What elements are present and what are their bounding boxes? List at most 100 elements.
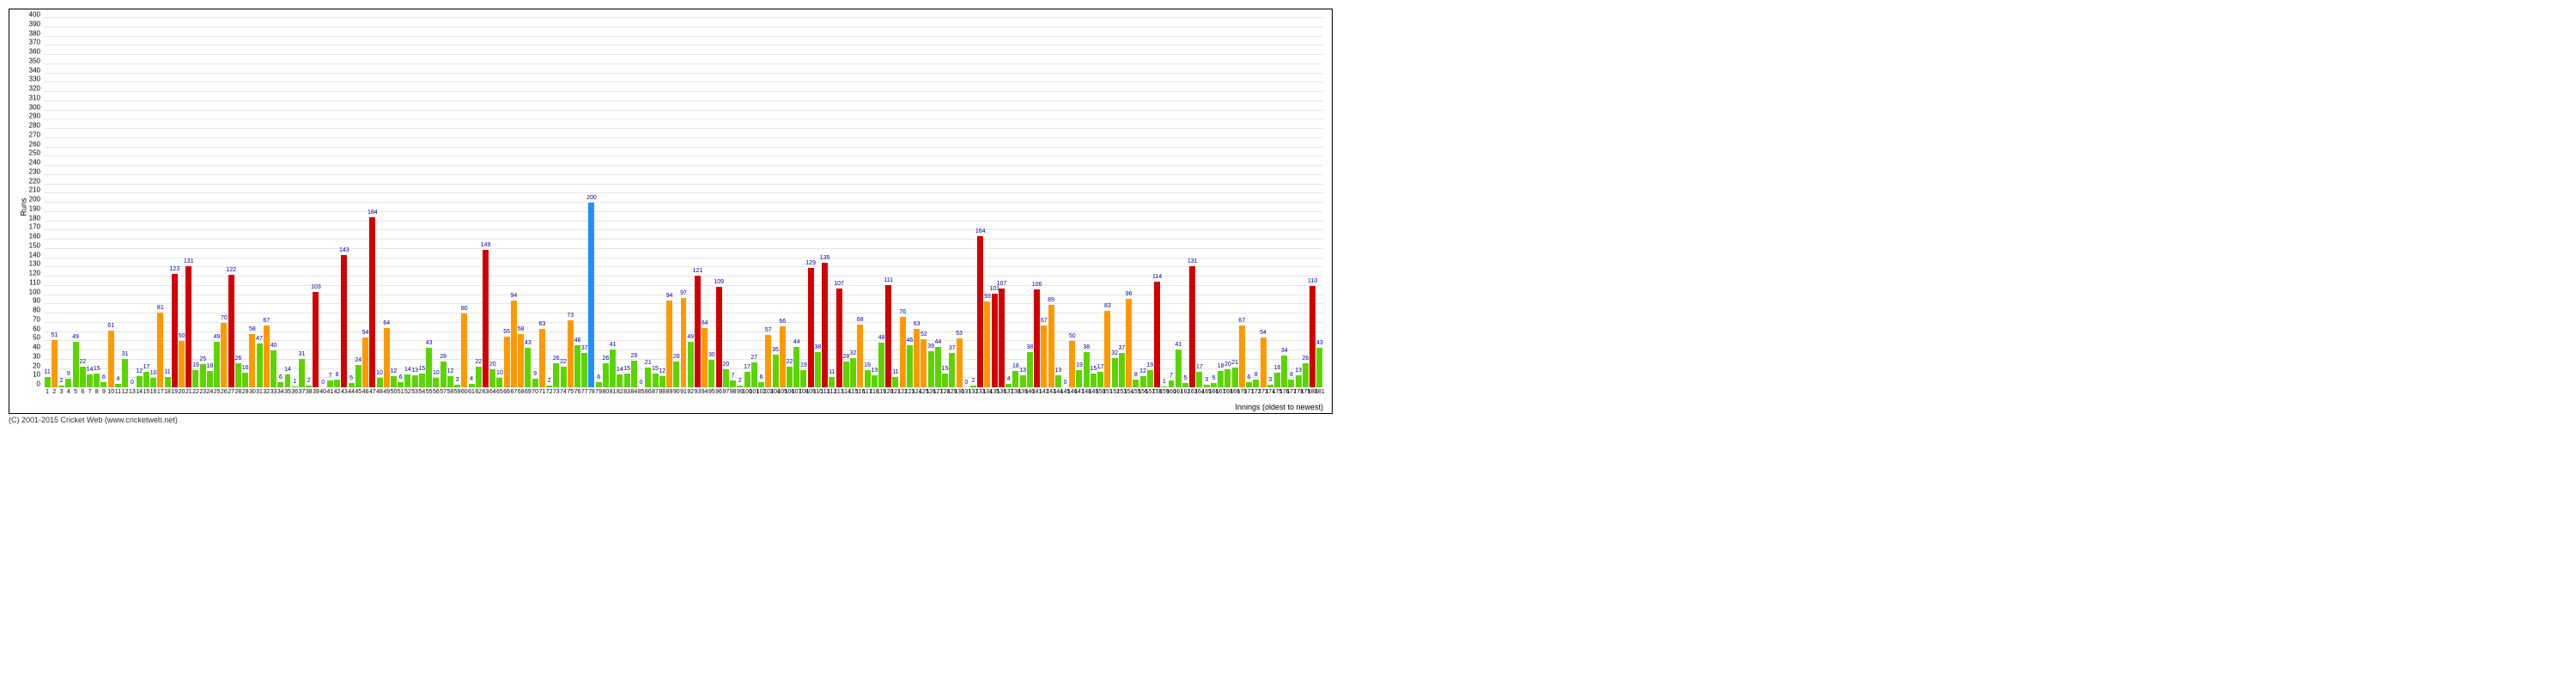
bar-value-label: 143 bbox=[339, 247, 349, 253]
bar bbox=[137, 376, 143, 387]
bar bbox=[907, 345, 913, 387]
bar-value-label: 12 bbox=[447, 368, 453, 374]
bar-value-label: 52 bbox=[920, 331, 927, 337]
bar-value-label: 43 bbox=[525, 340, 532, 346]
x-tick-label: 46 bbox=[362, 387, 369, 395]
bar-value-label: 37 bbox=[1118, 345, 1125, 351]
x-tick-label: 70 bbox=[532, 387, 538, 395]
bar bbox=[1076, 370, 1082, 387]
x-tick-label: 74 bbox=[560, 387, 567, 395]
bar-value-label: 184 bbox=[368, 210, 378, 216]
bar bbox=[1274, 373, 1280, 387]
x-tick-label: 8 bbox=[95, 387, 99, 395]
bar-value-label: 67 bbox=[263, 318, 270, 324]
bar bbox=[355, 365, 361, 387]
bar bbox=[836, 289, 842, 387]
x-tick-label: 3 bbox=[60, 387, 64, 395]
chart-container: 0102030405060708090100110120130140150160… bbox=[9, 9, 1333, 414]
bar bbox=[327, 380, 333, 387]
x-tick-label: 34 bbox=[277, 387, 284, 395]
y-tick-label: 20 bbox=[33, 362, 44, 369]
bar bbox=[1296, 375, 1302, 387]
bar-value-label: 54 bbox=[1260, 330, 1267, 336]
bar-value-label: 10 bbox=[376, 370, 383, 376]
x-tick-label: 39 bbox=[313, 387, 319, 395]
y-tick-label: 360 bbox=[29, 48, 44, 56]
bar-value-label: 49 bbox=[214, 334, 221, 340]
bar-value-label: 122 bbox=[226, 267, 236, 273]
y-tick-label: 40 bbox=[33, 344, 44, 351]
x-tick-label: 69 bbox=[525, 387, 532, 395]
gridline bbox=[44, 174, 1323, 175]
x-tick-label: 87 bbox=[652, 387, 659, 395]
x-tick-label: 54 bbox=[419, 387, 426, 395]
bar-value-label: 25 bbox=[199, 356, 206, 362]
x-tick-label: 78 bbox=[588, 387, 595, 395]
y-tick-label: 80 bbox=[33, 307, 44, 314]
gridline bbox=[44, 128, 1323, 129]
bar-value-label: 41 bbox=[610, 342, 617, 348]
x-axis-title: Innings (oldest to newest) bbox=[1235, 403, 1323, 411]
x-tick-label: 64 bbox=[489, 387, 496, 395]
bar bbox=[829, 377, 835, 387]
bar-value-label: 43 bbox=[426, 340, 433, 346]
x-tick-label: 73 bbox=[553, 387, 560, 395]
bar-value-label: 39 bbox=[927, 344, 934, 350]
bar bbox=[843, 362, 849, 387]
x-tick-label: 10 bbox=[107, 387, 114, 395]
bar bbox=[157, 313, 163, 387]
x-tick-label: 9 bbox=[102, 387, 106, 395]
bar bbox=[242, 373, 248, 387]
x-tick-label: 60 bbox=[461, 387, 468, 395]
y-tick-label: 130 bbox=[29, 260, 44, 268]
bar-value-label: 28 bbox=[842, 354, 849, 360]
bar bbox=[702, 328, 708, 387]
bar bbox=[228, 275, 234, 387]
x-tick-label: 62 bbox=[475, 387, 482, 395]
bar-value-label: 2 bbox=[738, 378, 742, 384]
bar bbox=[1012, 371, 1018, 387]
bar-value-label: 8 bbox=[336, 372, 339, 378]
bar bbox=[45, 377, 51, 387]
y-tick-label: 200 bbox=[29, 196, 44, 204]
bar bbox=[1189, 266, 1195, 387]
bar-value-label: 17 bbox=[1097, 364, 1104, 370]
bar bbox=[412, 375, 418, 387]
x-tick-label: 13 bbox=[129, 387, 136, 395]
x-tick-label: 2 bbox=[52, 387, 56, 395]
bar bbox=[1218, 371, 1224, 387]
bar bbox=[108, 331, 114, 387]
y-tick-label: 250 bbox=[29, 149, 44, 157]
bar bbox=[673, 362, 679, 387]
bar bbox=[815, 352, 821, 387]
x-tick-label: 12 bbox=[122, 387, 129, 395]
x-tick-label: 79 bbox=[595, 387, 602, 395]
bar bbox=[270, 350, 276, 387]
y-tick-label: 300 bbox=[29, 103, 44, 111]
bar bbox=[780, 326, 786, 387]
bar bbox=[65, 379, 71, 387]
bar-value-label: 3 bbox=[1268, 377, 1272, 383]
bar-value-label: 15 bbox=[623, 366, 630, 372]
bar bbox=[1253, 380, 1259, 387]
bar bbox=[80, 367, 86, 387]
bar bbox=[504, 337, 510, 387]
x-tick-label: 38 bbox=[306, 387, 313, 395]
bar bbox=[172, 274, 178, 387]
bar-value-label: 3 bbox=[1205, 377, 1208, 383]
x-tick-label: 63 bbox=[483, 387, 489, 395]
bar bbox=[52, 340, 58, 387]
bar-value-label: 47 bbox=[256, 336, 263, 342]
bar-value-label: 0 bbox=[640, 380, 643, 386]
bar-value-label: 135 bbox=[820, 255, 830, 261]
gridline bbox=[44, 229, 1323, 230]
x-tick-label: 77 bbox=[581, 387, 588, 395]
bar-value-label: 14 bbox=[87, 367, 94, 373]
bar bbox=[865, 370, 871, 387]
y-tick-label: 220 bbox=[29, 177, 44, 185]
bar-value-label: 123 bbox=[169, 266, 179, 272]
x-tick-label: 24 bbox=[207, 387, 214, 395]
bar bbox=[150, 378, 156, 387]
bar-value-label: 50 bbox=[1069, 333, 1076, 339]
bar-value-label: 83 bbox=[1104, 303, 1111, 309]
